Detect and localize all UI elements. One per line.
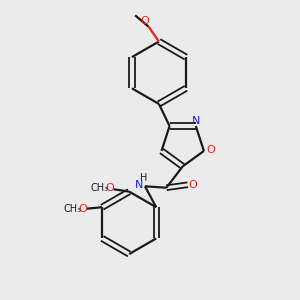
- Text: O: O: [106, 183, 115, 193]
- Text: N: N: [192, 116, 201, 126]
- Text: N: N: [135, 180, 143, 190]
- Text: O: O: [79, 204, 88, 214]
- Text: O: O: [188, 180, 197, 190]
- Text: O: O: [141, 16, 149, 26]
- Text: CH₃: CH₃: [90, 183, 109, 193]
- Text: CH₃: CH₃: [63, 204, 82, 214]
- Text: H: H: [140, 173, 147, 183]
- Text: O: O: [206, 145, 215, 155]
